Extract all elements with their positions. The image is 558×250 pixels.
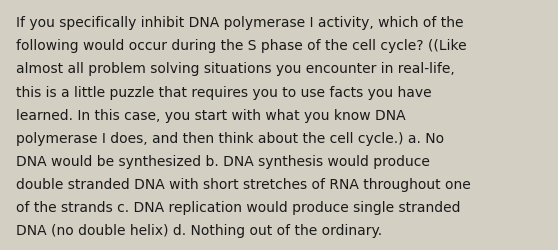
Text: of the strands c. DNA replication would produce single stranded: of the strands c. DNA replication would … — [16, 200, 460, 214]
Text: learned. In this case, you start with what you know DNA: learned. In this case, you start with wh… — [16, 108, 405, 122]
Text: polymerase I does, and then think about the cell cycle.) a. No: polymerase I does, and then think about … — [16, 131, 444, 145]
Text: almost all problem solving situations you encounter in real-life,: almost all problem solving situations yo… — [16, 62, 454, 76]
Text: DNA (no double helix) d. Nothing out of the ordinary.: DNA (no double helix) d. Nothing out of … — [16, 223, 382, 237]
Text: double stranded DNA with short stretches of RNA throughout one: double stranded DNA with short stretches… — [16, 177, 470, 191]
Text: following would occur during the S phase of the cell cycle? ((Like: following would occur during the S phase… — [16, 39, 466, 53]
Text: DNA would be synthesized b. DNA synthesis would produce: DNA would be synthesized b. DNA synthesi… — [16, 154, 430, 168]
Text: If you specifically inhibit DNA polymerase I activity, which of the: If you specifically inhibit DNA polymera… — [16, 16, 463, 30]
Text: this is a little puzzle that requires you to use facts you have: this is a little puzzle that requires yo… — [16, 85, 431, 99]
